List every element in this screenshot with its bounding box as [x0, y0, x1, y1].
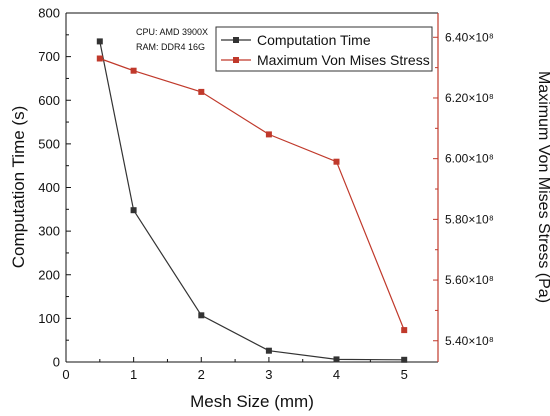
data-point-maximum-von-mises-stress [130, 67, 137, 74]
x-tick-label: 0 [62, 367, 69, 382]
data-point-computation-time [96, 38, 103, 45]
x-axis-title: Mesh Size (mm) [190, 392, 314, 411]
annotation-ram: RAM: DDR4 16G [136, 42, 205, 52]
legend-marker-von-mises-stress [233, 57, 239, 63]
data-point-maximum-von-mises-stress [96, 55, 103, 62]
y-tick-label: 700 [38, 49, 60, 64]
legend-label-von-mises-stress: Maximum Von Mises Stress [257, 52, 430, 68]
y2-tick-label: 5.40×10⁸ [445, 334, 494, 348]
y-tick-label: 0 [53, 355, 60, 370]
y-tick-label: 400 [38, 180, 60, 195]
x-tick-label: 5 [401, 367, 408, 382]
y-tick-label: 800 [38, 6, 60, 21]
legend-marker-computation-time [233, 37, 239, 43]
y-tick-label: 200 [38, 267, 60, 282]
y2-tick-label: 5.80×10⁸ [445, 212, 494, 226]
legend-label-computation-time: Computation Time [257, 32, 371, 48]
data-point-maximum-von-mises-stress [265, 131, 272, 138]
data-point-computation-time [130, 207, 137, 214]
series-group [96, 38, 408, 363]
legend: Computation Time Maximum Von Mises Stres… [215, 26, 433, 72]
y2-tick-label: 6.20×10⁸ [445, 91, 494, 105]
x-tick-label: 1 [130, 367, 137, 382]
data-point-computation-time [401, 356, 408, 363]
data-point-maximum-von-mises-stress [198, 88, 205, 95]
x-tick-label: 2 [198, 367, 205, 382]
series-line-maximum-von-mises-stress [99, 57, 405, 331]
y2-axis-title: Maximum Von Mises Stress (Pa) [535, 71, 550, 303]
y-tick-label: 300 [38, 224, 60, 239]
y2-tick-label: 6.00×10⁸ [445, 152, 494, 166]
y2-tick-label: 6.40×10⁸ [445, 30, 494, 44]
y-tick-label: 100 [38, 311, 60, 326]
y-axis-title: Computation Time (s) [9, 106, 28, 269]
series-line-computation-time [99, 41, 405, 361]
data-point-maximum-von-mises-stress [401, 327, 408, 334]
x-tick-label: 4 [333, 367, 340, 382]
data-point-maximum-von-mises-stress [333, 158, 340, 165]
data-point-computation-time [333, 356, 340, 363]
y-tick-label: 600 [38, 93, 60, 108]
y-tick-label: 500 [38, 136, 60, 151]
legend-box [215, 26, 433, 72]
data-point-computation-time [265, 347, 272, 354]
annotation-cpu: CPU: AMD 3900X [136, 27, 208, 37]
y2-tick-label: 5.60×10⁸ [445, 273, 494, 287]
data-point-computation-time [198, 312, 205, 319]
x-tick-label: 3 [265, 367, 272, 382]
axes-group: 0 1 2 3 4 5 0 100 200 300 400 500 600 700 800 5.40×10⁸ 5… [38, 6, 493, 383]
